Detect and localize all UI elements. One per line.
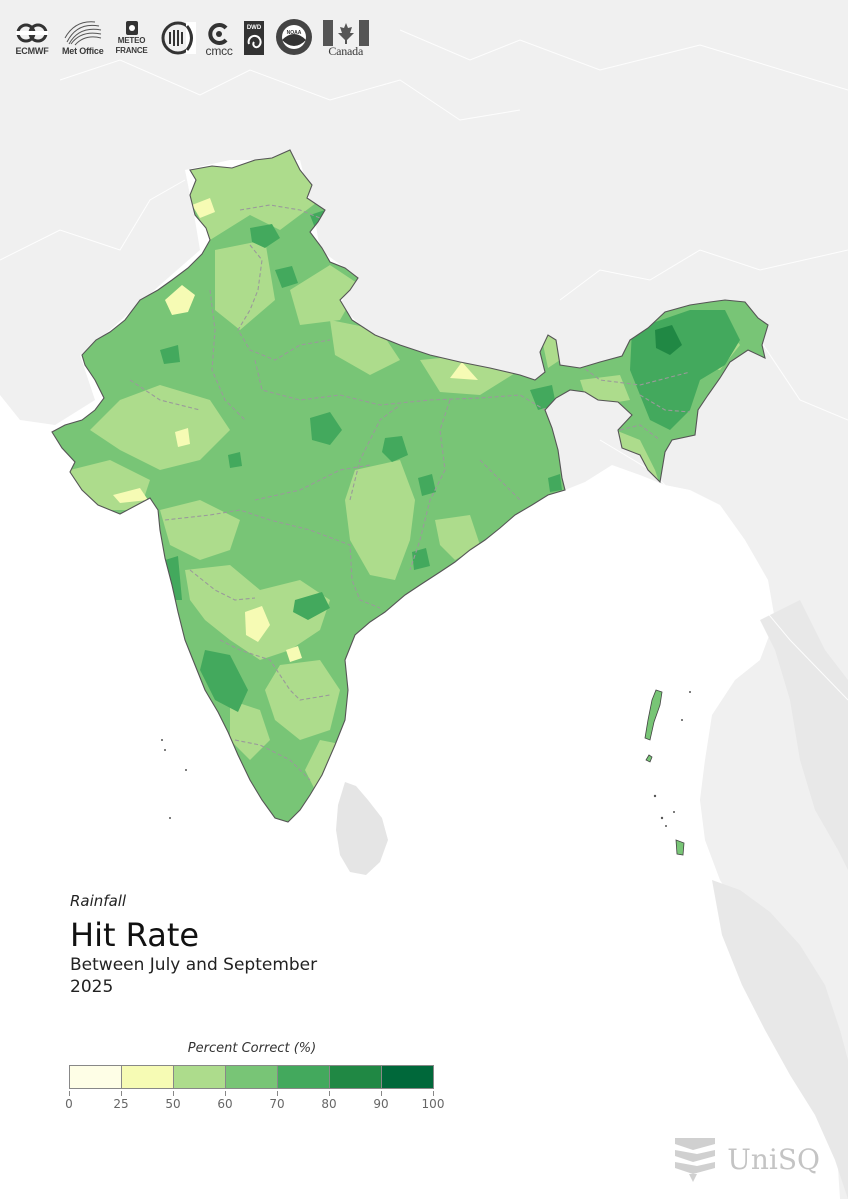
meteo-france-logo: METEO FRANCE xyxy=(114,12,150,56)
legend-tick-mark xyxy=(381,1091,382,1096)
legend-swatch-50-60 xyxy=(174,1066,226,1088)
meteo-france-icon xyxy=(125,21,138,35)
noaa-logo: NOAA xyxy=(275,12,313,56)
jma-icon xyxy=(161,21,196,55)
color-legend: Percent Correct (%) 0 25 50 60 70 80 90 100 xyxy=(65,1041,444,1111)
ecmwf-logo: ECMWF xyxy=(12,12,52,56)
legend-tick-mark xyxy=(225,1091,226,1096)
legend-tick-mark xyxy=(329,1091,330,1096)
legend-swatch-90-100 xyxy=(382,1066,433,1088)
ecmwf-icon xyxy=(16,23,48,43)
jma-logo xyxy=(160,12,196,56)
legend-tick-label: 0 xyxy=(65,1097,73,1111)
dwd-icon: DWD xyxy=(243,21,264,55)
svg-text:DWD: DWD xyxy=(247,25,262,31)
legend-tick-label: 60 xyxy=(217,1097,233,1111)
legend-title: Percent Correct (%) xyxy=(187,1041,317,1056)
legend-swatch-25-50 xyxy=(122,1066,174,1088)
legend-tick-label: 80 xyxy=(321,1097,337,1111)
sumatra xyxy=(712,880,848,1199)
metric-title: Hit Rate xyxy=(70,916,200,954)
legend-tick-label: 70 xyxy=(269,1097,285,1111)
legend-tick-label: 90 xyxy=(373,1097,389,1111)
canada-logo: Canada xyxy=(322,12,369,57)
period-line-1: Between July and September xyxy=(70,955,318,975)
period-line-2: 2025 xyxy=(70,977,114,997)
legend-swatch-80-90 xyxy=(330,1066,382,1088)
cmcc-icon xyxy=(208,23,228,45)
legend-tick-mark xyxy=(69,1091,70,1096)
unisq-logo-icon xyxy=(675,1138,716,1182)
met-office-logo: Met Office xyxy=(62,12,104,56)
met-office-icon xyxy=(64,21,101,46)
sri-lanka xyxy=(336,782,388,875)
legend-color-bar xyxy=(69,1065,434,1089)
cmcc-logo: cmcc xyxy=(206,12,233,57)
andaman-islands xyxy=(644,689,685,856)
unisq-brand: UniSQ xyxy=(671,1134,820,1184)
svg-text:NOAA: NOAA xyxy=(286,30,301,36)
variable-label: Rainfall xyxy=(70,892,127,910)
legend-tick-label: 25 xyxy=(113,1097,129,1111)
map-title-block: Rainfall Hit Rate Between July and Septe… xyxy=(70,892,317,998)
legend-tick-mark xyxy=(433,1091,434,1096)
legend-tick-mark xyxy=(121,1091,122,1096)
legend-tick-label: 100 xyxy=(421,1097,445,1111)
legend-swatch-0-25 xyxy=(70,1066,122,1088)
legend-ticks: 0 25 50 60 70 80 90 100 xyxy=(65,1091,444,1111)
legend-swatch-70-80 xyxy=(278,1066,330,1088)
brand-name: UniSQ xyxy=(727,1142,820,1176)
legend-tick-label: 50 xyxy=(165,1097,181,1111)
malay-peninsula xyxy=(760,600,848,870)
maple-leaf-flag-icon xyxy=(322,20,369,46)
partner-logos: ECMWF Met Office METEO FRANCE cmcc xyxy=(12,10,369,57)
state-boundaries xyxy=(129,204,691,781)
noaa-icon: NOAA xyxy=(275,19,312,55)
legend-swatch-60-70 xyxy=(226,1066,278,1088)
legend-tick-mark xyxy=(173,1091,174,1096)
legend-tick-mark xyxy=(277,1091,278,1096)
dwd-logo: DWD xyxy=(243,12,265,56)
